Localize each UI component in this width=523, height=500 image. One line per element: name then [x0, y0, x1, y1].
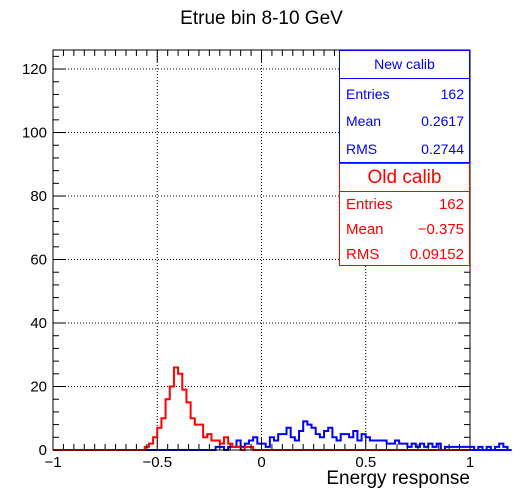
histogram-series — [53, 366, 512, 451]
histogram-series-new-calib — [53, 420, 512, 451]
histogram-bin — [166, 399, 170, 450]
histogram-bin — [191, 418, 195, 450]
histogram-bin — [378, 440, 382, 450]
histogram-bin — [503, 447, 507, 450]
histogram-bin — [478, 447, 482, 450]
histogram-bin — [274, 440, 278, 450]
histogram-bin — [303, 421, 307, 450]
stats-row-rms: RMS 0.09152 — [340, 242, 469, 267]
stats-value: −0.375 — [417, 221, 464, 238]
stats-label: Entries — [346, 196, 393, 213]
histogram-bin — [357, 440, 361, 450]
histogram-bin — [278, 434, 282, 450]
y-tick-label: 100 — [22, 125, 47, 142]
histogram-bin — [470, 447, 474, 450]
histogram-bin — [320, 437, 324, 450]
histogram-bin — [153, 437, 157, 450]
histogram-bin — [157, 428, 161, 450]
stats-box-new-calib: New calib Entries 162 Mean 0.2617 RMS 0.… — [339, 50, 470, 163]
x-tick-label: 0.5 — [355, 454, 376, 471]
stats-value: 0.2617 — [421, 113, 464, 129]
stats-label: Entries — [346, 86, 390, 102]
histogram-bin — [203, 437, 207, 450]
histogram-bin — [186, 402, 190, 450]
histogram-bin — [307, 425, 311, 450]
stats-value: 162 — [440, 86, 464, 102]
histogram-bin — [345, 434, 349, 450]
stats-value: 162 — [438, 196, 464, 213]
histogram-bin — [382, 440, 386, 450]
stats-label: Mean — [346, 221, 384, 238]
x-axis-label: Energy response — [326, 468, 470, 489]
y-tick-label: 60 — [30, 252, 47, 269]
stats-row-mean: Mean −0.375 — [340, 217, 469, 242]
histogram-bin — [199, 425, 203, 450]
x-tick-label: −1 — [44, 454, 61, 471]
histogram-bin — [282, 434, 286, 450]
histogram-bin — [324, 431, 328, 450]
stats-row-entries: Entries 162 — [340, 79, 469, 107]
histogram-bin — [362, 434, 366, 450]
histogram-bin — [487, 447, 491, 450]
histogram-bin — [211, 440, 215, 450]
histogram-bin — [316, 434, 320, 450]
histogram-bin — [161, 418, 165, 450]
stats-row-entries: Entries 162 — [340, 192, 469, 217]
histogram-bin — [370, 440, 374, 450]
y-tick-label: 0 — [39, 442, 47, 459]
histogram-series-old-calib — [53, 366, 470, 451]
stats-label: RMS — [346, 141, 378, 157]
histogram-bin — [341, 434, 345, 450]
stats-label: Mean — [346, 113, 382, 129]
stats-title-new-calib: New calib — [340, 51, 469, 79]
x-tick-label: 0 — [257, 454, 265, 471]
stats-box-old-calib: Old calib Entries 162 Mean −0.375 RMS 0.… — [339, 163, 470, 266]
histogram-bin — [349, 437, 353, 450]
histogram-bin — [195, 425, 199, 450]
histogram-bin — [287, 428, 291, 450]
stats-value: 0.2744 — [421, 141, 464, 157]
histogram-bin — [499, 444, 503, 450]
histogram-bin — [220, 444, 224, 450]
histogram-bin — [174, 367, 178, 450]
histogram-bin — [328, 428, 332, 450]
histogram-bin — [337, 440, 341, 450]
histogram-bin — [178, 374, 182, 450]
stats-label: RMS — [346, 246, 380, 263]
histogram-bin — [170, 387, 174, 450]
stats-title-old-calib: Old calib — [340, 164, 469, 192]
y-tick-label: 80 — [30, 188, 47, 205]
stats-row-rms: RMS 0.2744 — [340, 135, 469, 163]
chart-title: Etrue bin 8-10 GeV — [180, 8, 343, 29]
histogram-bin — [366, 437, 370, 450]
stats-value: 0.09152 — [409, 246, 464, 263]
histogram-bin — [495, 447, 499, 450]
x-tick-label: −0.5 — [142, 454, 172, 471]
histogram-bin — [224, 437, 228, 450]
histogram-bin — [182, 390, 186, 450]
y-tick-label: 20 — [30, 379, 47, 396]
stats-row-mean: Mean 0.2617 — [340, 107, 469, 135]
y-tick-label: 40 — [30, 315, 47, 332]
histogram-bin — [295, 440, 299, 450]
histogram-bin — [299, 431, 303, 450]
y-tick-label: 120 — [22, 61, 47, 78]
histogram-bin — [149, 444, 153, 450]
histogram-bin — [216, 440, 220, 450]
x-tick-label: 1 — [466, 454, 474, 471]
